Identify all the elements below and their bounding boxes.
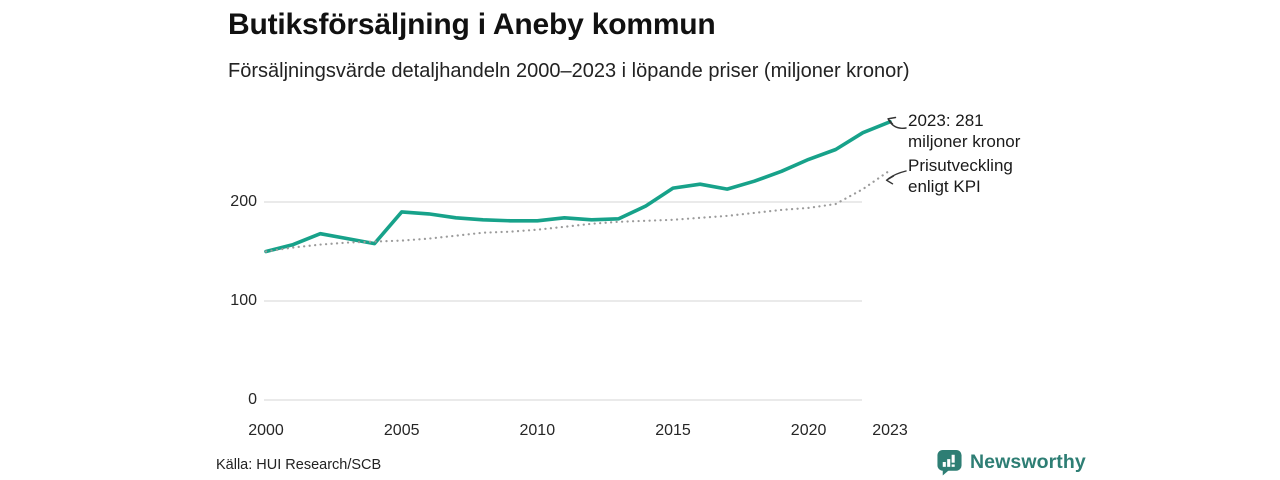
newsworthy-logo: Newsworthy <box>936 449 1086 476</box>
gridlines <box>264 201 862 401</box>
arrow-to-sales-line-icon <box>887 116 907 130</box>
newsworthy-logo-icon <box>937 449 962 476</box>
arrow-to-kpi-line-icon <box>885 170 907 185</box>
x-axis-tick-2023: 2023 <box>872 422 908 439</box>
page-subtitle: Försäljningsvärde detaljhandeln 2000–202… <box>228 60 910 82</box>
x-axis-tick-2015: 2015 <box>655 422 691 439</box>
x-axis-tick-2005: 2005 <box>383 422 420 439</box>
newsworthy-logo-text: Newsworthy <box>970 451 1086 473</box>
y-axis-tick-100: 100 <box>230 292 257 309</box>
annotation-arrows <box>885 116 907 185</box>
annotation-sales-2023: 2023: 281 miljoner kronor <box>908 111 1021 151</box>
series-lines <box>264 120 892 254</box>
y-axis-tick-200: 200 <box>230 193 257 210</box>
page-title: Butiksförsäljning i Aneby kommun <box>228 8 716 41</box>
annotation-kpi: Prisutveckling enligt KPI <box>908 156 1013 196</box>
series-line-sales <box>264 120 892 254</box>
source-note: Källa: HUI Research/SCB <box>216 457 382 473</box>
y-axis-tick-0: 0 <box>248 391 257 408</box>
x-axis-tick-2000: 2000 <box>248 422 284 439</box>
series-line-kpi <box>264 169 892 253</box>
x-axis-tick-2010: 2010 <box>519 422 556 439</box>
x-axis-tick-2020: 2020 <box>790 422 827 439</box>
